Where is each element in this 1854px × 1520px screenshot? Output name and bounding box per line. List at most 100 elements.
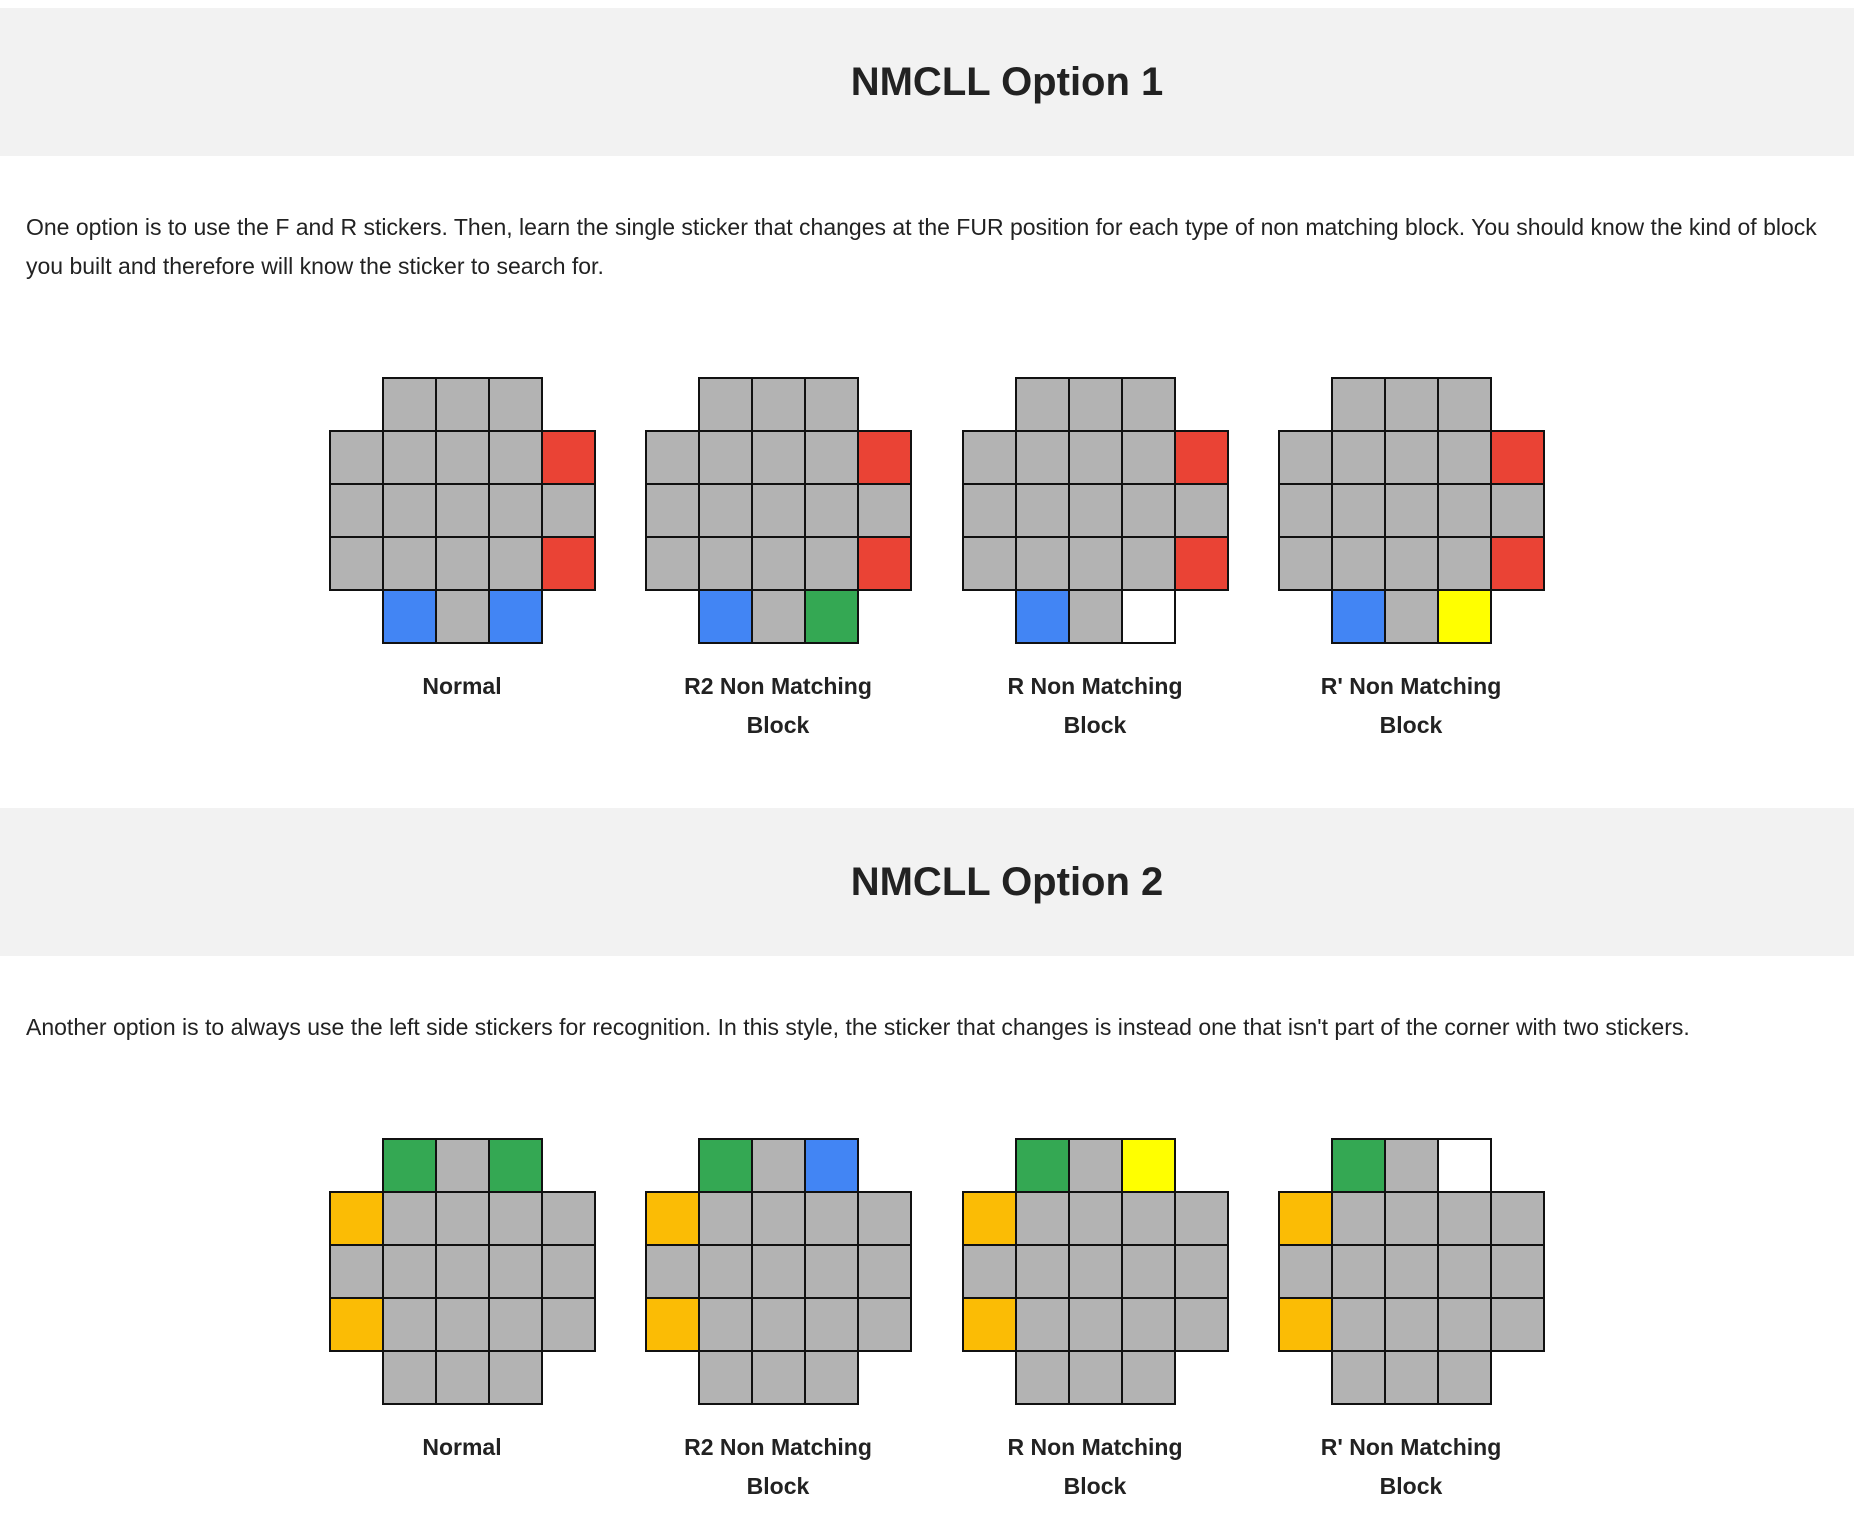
sticker-r0-c2 [1068, 430, 1123, 485]
sticker-r1-c3 [1121, 483, 1176, 538]
sticker-r1-c3 [1437, 1244, 1492, 1299]
sticker-r0-c4 [857, 1191, 912, 1246]
sticker-r1-c1 [1331, 1244, 1386, 1299]
sticker-bottom-2 [804, 1350, 859, 1405]
sticker-bottom-0 [1331, 589, 1386, 644]
sticker-bottom-1 [751, 589, 806, 644]
s2-caption-rprime-non-matching: R' Non Matching Block [1320, 1434, 1502, 1499]
sticker-r1-c3 [1437, 483, 1492, 538]
sticker-bottom-2 [1437, 589, 1492, 644]
sticker-r2-c4 [857, 1297, 912, 1352]
s2-diagram-r-non-matching [961, 1137, 1229, 1406]
sticker-r1-c4 [541, 1244, 596, 1299]
section2-text: Another option is to always use the left… [26, 1014, 1690, 1040]
sticker-top-0 [698, 1138, 753, 1193]
sticker-top-2 [804, 1138, 859, 1193]
sticker-r1-c4 [1174, 1244, 1229, 1299]
sticker-r2-c0 [962, 536, 1017, 591]
sticker-r0-c3 [1121, 1191, 1176, 1246]
s2-diagram-r2-non-matching [644, 1137, 912, 1406]
s1-caption-r-non-matching: R Non Matching Block [1007, 673, 1183, 738]
sticker-r1-c1 [382, 1244, 437, 1299]
sticker-top-1 [1384, 1138, 1439, 1193]
sticker-bottom-0 [382, 589, 437, 644]
section1-header: NMCLL Option 1 [0, 8, 1854, 156]
sticker-r2-c3 [804, 536, 859, 591]
sticker-r0-c1 [1015, 430, 1070, 485]
sticker-r2-c1 [382, 1297, 437, 1352]
sticker-top-1 [1384, 377, 1439, 432]
section2-title: NMCLL Option 2 [850, 859, 1164, 904]
sticker-bottom-0 [1015, 1350, 1070, 1405]
sticker-bottom-2 [1121, 589, 1176, 644]
sticker-r1-c0 [962, 1244, 1017, 1299]
sticker-r1-c4 [1490, 1244, 1545, 1299]
sticker-r2-c1 [698, 1297, 753, 1352]
sticker-top-0 [1015, 1138, 1070, 1193]
sticker-top-2 [1121, 1138, 1176, 1193]
sticker-r0-c2 [1384, 430, 1439, 485]
sticker-r0-c3 [804, 430, 859, 485]
s2-caption-r2-non-matching: R2 Non Matching Block [684, 1434, 872, 1499]
sticker-r2-c2 [751, 1297, 806, 1352]
sticker-r1-c1 [1015, 1244, 1070, 1299]
s1-caption-rprime-non-matching: R' Non Matching Block [1320, 673, 1502, 738]
sticker-r2-c3 [1437, 536, 1492, 591]
sticker-r2-c3 [488, 1297, 543, 1352]
sticker-r1-c3 [488, 1244, 543, 1299]
sticker-top-1 [1068, 1138, 1123, 1193]
sticker-r0-c0 [962, 430, 1017, 485]
s1-diagram-r2-non-matching [644, 376, 912, 645]
sticker-r2-c0 [645, 1297, 700, 1352]
sticker-r1-c3 [1121, 1244, 1176, 1299]
section1-title: NMCLL Option 1 [850, 59, 1164, 104]
sticker-r1-c0 [1278, 1244, 1333, 1299]
sticker-r1-c2 [1384, 1244, 1439, 1299]
sticker-r0-c0 [329, 430, 384, 485]
sticker-r2-c3 [804, 1297, 859, 1352]
sticker-r1-c1 [698, 1244, 753, 1299]
sticker-bottom-1 [751, 1350, 806, 1405]
sticker-r0-c3 [1121, 430, 1176, 485]
sticker-r0-c4 [1174, 1191, 1229, 1246]
sticker-r1-c1 [698, 483, 753, 538]
sticker-r2-c3 [1121, 1297, 1176, 1352]
sticker-r1-c2 [1068, 483, 1123, 538]
sticker-r2-c1 [1015, 536, 1070, 591]
sticker-r0-c1 [698, 1191, 753, 1246]
sticker-r0-c4 [1490, 1191, 1545, 1246]
sticker-r1-c2 [1068, 1244, 1123, 1299]
sticker-top-1 [751, 377, 806, 432]
sticker-r2-c2 [1384, 536, 1439, 591]
sticker-top-2 [1437, 1138, 1492, 1193]
sticker-top-1 [435, 377, 490, 432]
sticker-r0-c2 [751, 1191, 806, 1246]
sticker-r2-c4 [1174, 536, 1229, 591]
sticker-bottom-2 [804, 589, 859, 644]
sticker-r0-c2 [751, 430, 806, 485]
sticker-top-0 [1015, 377, 1070, 432]
sticker-r1-c2 [751, 483, 806, 538]
s1-diagram-r-non-matching [961, 376, 1229, 645]
sticker-top-2 [488, 377, 543, 432]
sticker-r2-c2 [751, 536, 806, 591]
sticker-top-1 [1068, 377, 1123, 432]
sticker-bottom-2 [1437, 1350, 1492, 1405]
sticker-bottom-1 [1068, 1350, 1123, 1405]
sticker-r0-c0 [1278, 430, 1333, 485]
sticker-diagram [1278, 377, 1545, 644]
sticker-r0-c0 [645, 1191, 700, 1246]
sticker-r2-c4 [857, 536, 912, 591]
sticker-r1-c1 [1331, 483, 1386, 538]
sticker-top-2 [1437, 377, 1492, 432]
sticker-bottom-2 [1121, 1350, 1176, 1405]
s1-caption-normal: Normal [422, 673, 502, 699]
sticker-r0-c1 [1015, 1191, 1070, 1246]
sticker-bottom-1 [435, 1350, 490, 1405]
sticker-bottom-0 [698, 589, 753, 644]
sticker-r2-c0 [329, 1297, 384, 1352]
sticker-r0-c0 [329, 1191, 384, 1246]
sticker-r2-c2 [435, 536, 490, 591]
sticker-bottom-0 [382, 1350, 437, 1405]
sticker-r2-c3 [488, 536, 543, 591]
